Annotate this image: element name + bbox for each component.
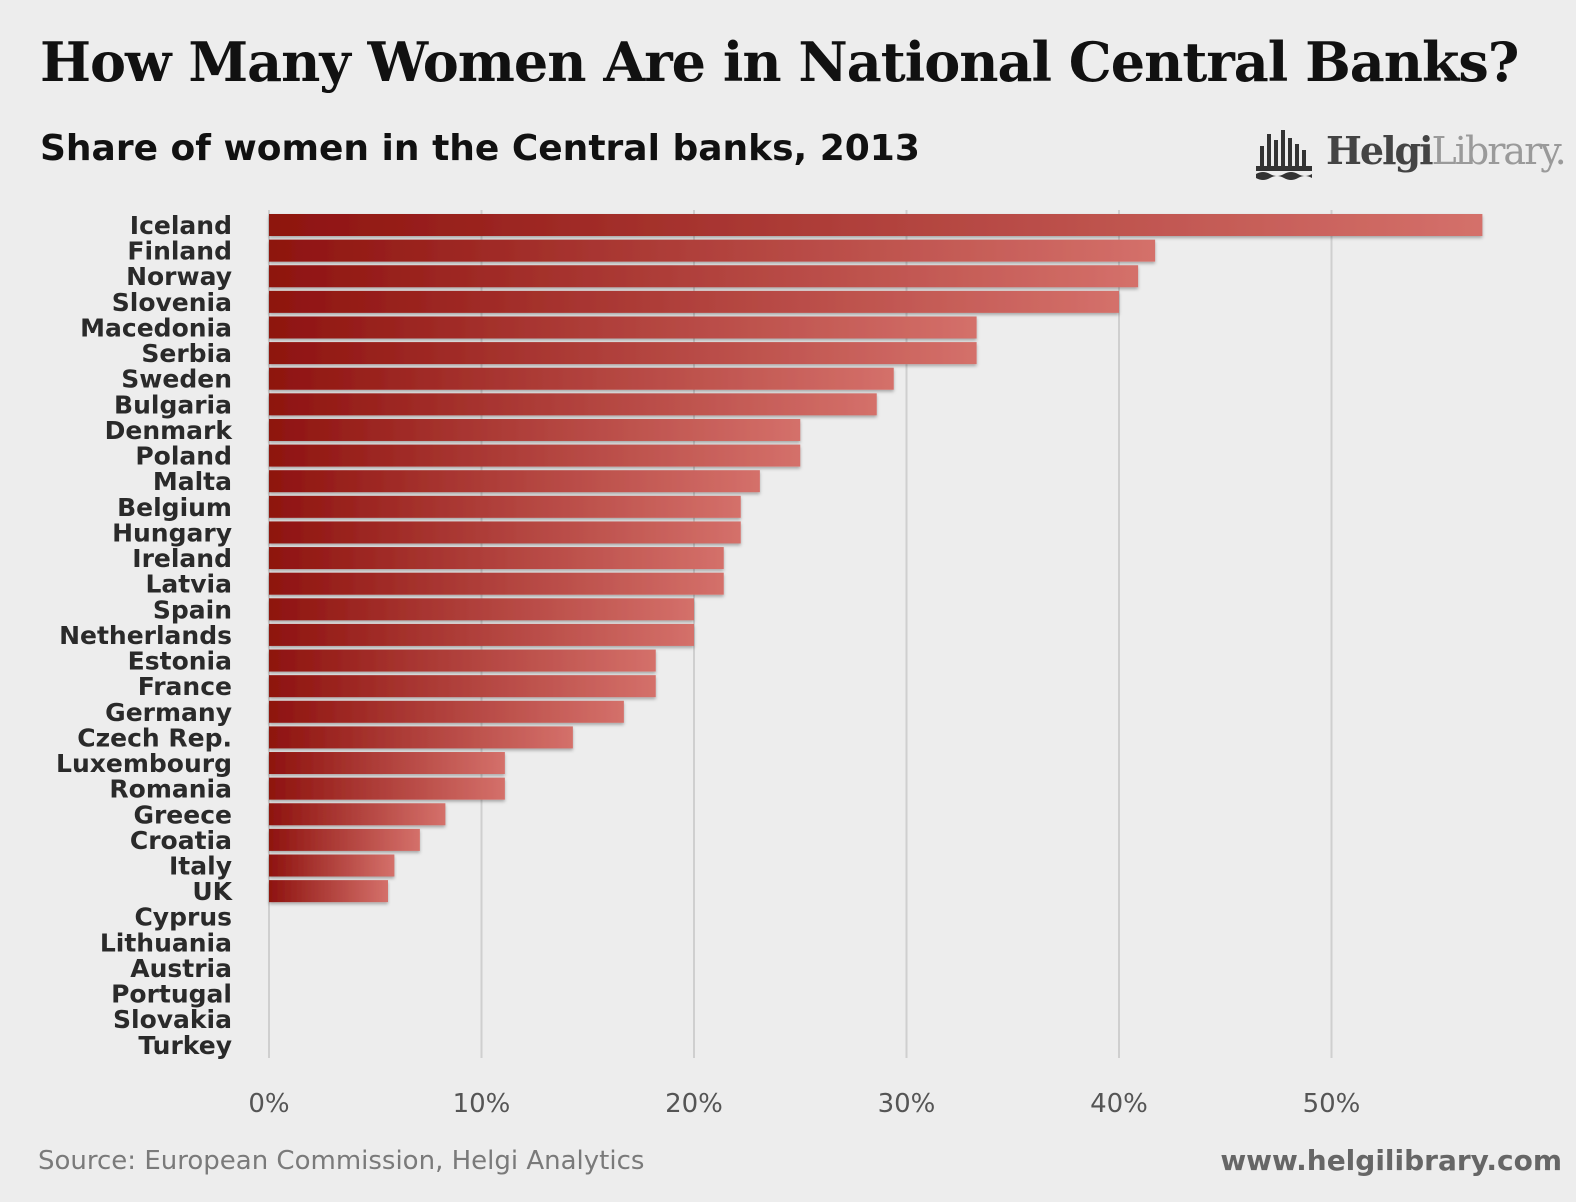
category-label: Germany: [105, 698, 232, 727]
category-label: Denmark: [105, 416, 234, 445]
logo-wordmark: HelgiLibrary.: [1326, 128, 1567, 173]
bar-poland: [269, 444, 801, 467]
x-tick-labels: 0% 10% 20% 30% 40% 50%: [248, 1089, 1360, 1119]
category-label: Poland: [135, 442, 232, 471]
bar-slovenia: [269, 290, 1119, 313]
category-label: Belgium: [117, 493, 232, 522]
category-label: Iceland: [130, 211, 232, 240]
x-tick-label: 10%: [453, 1089, 511, 1119]
bar-sweden: [269, 367, 894, 390]
category-label: Slovenia: [112, 288, 232, 317]
category-label: UK: [192, 877, 233, 906]
category-label: Serbia: [141, 339, 232, 368]
category-label: Czech Rep.: [77, 723, 232, 752]
bar-czech-rep-: [269, 726, 573, 749]
x-tick-label: 50%: [1303, 1089, 1361, 1119]
category-label: Hungary: [112, 518, 232, 547]
category-label: Portugal: [111, 980, 232, 1009]
category-label: Ireland: [132, 544, 232, 573]
bar-hungary: [269, 521, 741, 544]
x-tick-label: 0%: [248, 1089, 289, 1119]
logo-text-light: Library.: [1431, 129, 1567, 173]
website-link[interactable]: www.helgilibrary.com: [1220, 1144, 1562, 1177]
bar-bulgaria: [269, 393, 877, 416]
bar-greece: [269, 803, 446, 826]
category-label: Austria: [130, 954, 232, 983]
category-label: Norway: [126, 262, 232, 291]
bar-romania: [269, 777, 505, 800]
category-label: Lithuania: [100, 928, 232, 957]
bars: [269, 214, 1483, 903]
chart-subtitle: Share of women in the Central banks, 201…: [40, 128, 920, 169]
bar-macedonia: [269, 316, 977, 339]
bar-norway: [269, 265, 1139, 288]
bar-serbia: [269, 342, 977, 365]
bar-latvia: [269, 572, 724, 595]
category-label: Malta: [153, 467, 232, 496]
category-label: Cyprus: [134, 903, 232, 932]
category-label: Bulgaria: [114, 390, 232, 419]
category-label: Netherlands: [59, 621, 232, 650]
category-label: Spain: [153, 595, 232, 624]
source-note: Source: European Commission, Helgi Analy…: [38, 1146, 645, 1176]
category-label: Slovakia: [113, 1005, 232, 1034]
category-label: Estonia: [128, 647, 232, 676]
bar-ireland: [269, 547, 724, 570]
bar-belgium: [269, 495, 741, 518]
category-label: Romania: [109, 775, 232, 804]
chart-title: How Many Women Are in National Central B…: [40, 30, 1519, 94]
bar-netherlands: [269, 623, 694, 646]
category-label: Italy: [169, 852, 232, 881]
bar-malta: [269, 470, 760, 493]
x-tick-label: 40%: [1090, 1089, 1148, 1119]
category-label: Finland: [127, 237, 232, 266]
category-label: Sweden: [121, 365, 232, 394]
bar-france: [269, 675, 656, 698]
category-label: Macedonia: [80, 313, 232, 342]
category-label: Latvia: [146, 570, 233, 599]
bar-uk: [269, 880, 388, 903]
helgi-library-logo: HelgiLibrary.: [1256, 120, 1567, 184]
bar-germany: [269, 700, 624, 723]
category-labels: IcelandFinlandNorwaySloveniaMacedoniaSer…: [56, 211, 234, 1060]
category-label: Greece: [133, 800, 232, 829]
logo-text-dark: Helgi: [1326, 128, 1434, 173]
x-tick-label: 20%: [665, 1089, 723, 1119]
bar-estonia: [269, 649, 656, 672]
category-label: Croatia: [130, 826, 232, 855]
bar-spain: [269, 598, 694, 621]
category-label: France: [138, 672, 232, 701]
bar-denmark: [269, 418, 801, 441]
bar-luxembourg: [269, 752, 505, 775]
bar-italy: [269, 854, 395, 877]
bar-finland: [269, 239, 1156, 262]
category-label: Turkey: [138, 1031, 232, 1060]
x-tick-label: 30%: [878, 1089, 936, 1119]
category-label: Luxembourg: [56, 749, 232, 778]
bar-iceland: [269, 214, 1483, 236]
bar-croatia: [269, 828, 420, 851]
bar-chart-logo-icon: [1256, 130, 1312, 180]
